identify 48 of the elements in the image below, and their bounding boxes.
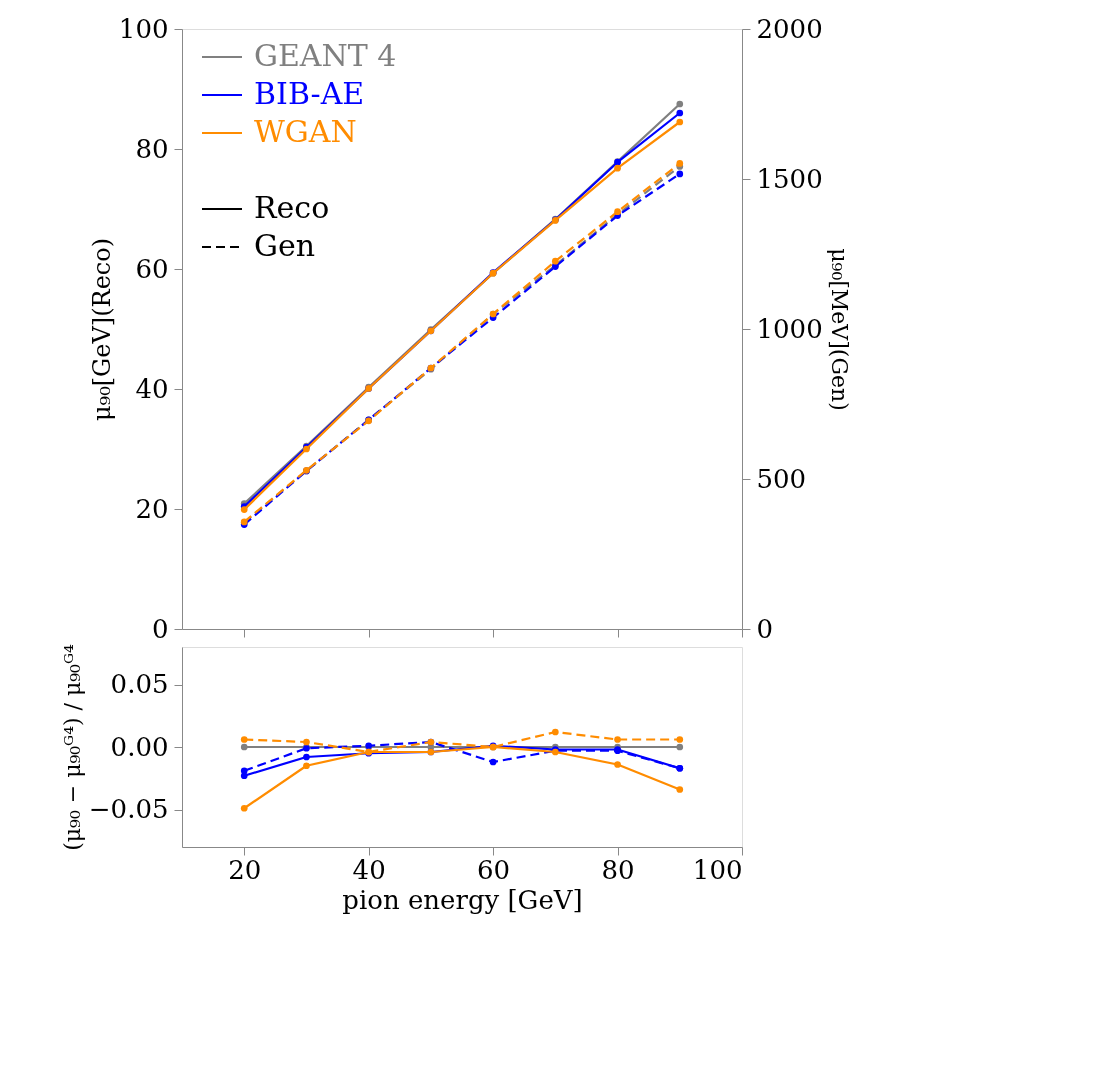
point — [676, 743, 684, 751]
point — [676, 118, 684, 126]
annotation: Gen — [254, 228, 316, 263]
y-axis-title: μ₉₀[GeV](Reco) — [87, 237, 116, 422]
y-tick-label: −0.05 — [88, 794, 169, 824]
x-tick-label: 40 — [352, 854, 386, 885]
x-tick-label: 60 — [477, 854, 511, 885]
x-tick-label: 80 — [601, 854, 635, 885]
point — [551, 257, 559, 265]
annotation: Reco — [254, 190, 330, 225]
point — [676, 736, 684, 743]
y2-tick-label: 1000 — [756, 313, 823, 344]
point — [614, 761, 621, 768]
y2-tick-label: 500 — [756, 463, 807, 494]
point — [489, 758, 497, 766]
x-tick-label: 100 — [692, 854, 743, 885]
point — [240, 767, 248, 775]
y-tick-label: 0.05 — [110, 669, 169, 699]
legend-label: WGAN — [254, 114, 357, 149]
point — [240, 804, 248, 812]
y2-axis-title: μ₉₀[MeV](Gen) — [826, 248, 852, 411]
point — [676, 100, 684, 108]
y-tick-label: 60 — [135, 253, 169, 284]
legend-label: BIB-AE — [254, 76, 365, 111]
y-tick-label: 0 — [151, 613, 169, 644]
y-axis-title: (μ₉₀ − μ₉₀ᴳ⁴) / μ₉₀ᴳ⁴ — [59, 644, 85, 851]
y-tick-label: 0.00 — [110, 731, 169, 762]
point — [551, 728, 559, 736]
y-tick-label: 80 — [135, 133, 169, 164]
point — [676, 170, 684, 178]
point — [303, 762, 310, 770]
point — [303, 753, 310, 761]
point — [614, 736, 621, 743]
point — [676, 109, 684, 117]
point — [240, 743, 248, 751]
y-tick-label: 100 — [118, 13, 169, 44]
x-tick-label: 20 — [228, 854, 262, 885]
point — [614, 164, 621, 172]
point — [676, 786, 684, 793]
y2-tick-label: 2000 — [756, 13, 823, 44]
y2-tick-label: 0 — [756, 613, 774, 644]
y-tick-label: 20 — [135, 493, 169, 524]
y2-tick-label: 1500 — [756, 163, 823, 194]
legend-label: GEANT 4 — [254, 38, 397, 73]
y-tick-label: 40 — [135, 373, 169, 404]
x-axis-title: pion energy [GeV] — [342, 884, 583, 915]
point — [303, 738, 310, 746]
point — [240, 736, 248, 743]
